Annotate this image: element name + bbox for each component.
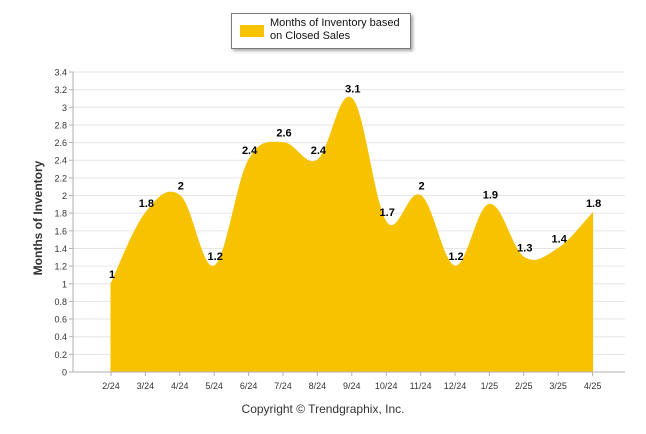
x-tick-label: 7/24 (274, 381, 292, 391)
x-tick-label: 4/25 (584, 381, 602, 391)
y-tick-label: 1.8 (54, 209, 67, 219)
x-tick-label: 11/24 (410, 381, 432, 391)
data-label: 1.8 (139, 198, 154, 210)
x-tick-label: 10/24 (375, 381, 398, 391)
data-label: 2 (178, 181, 184, 193)
y-tick-label: 3.2 (54, 85, 67, 95)
y-tick-label: 0.2 (54, 350, 67, 360)
data-label: 2.6 (276, 128, 291, 140)
y-tick-label: 3.4 (54, 68, 67, 78)
x-tick-label: 1/25 (481, 381, 499, 391)
data-label: 1.7 (380, 207, 395, 219)
data-label: 1.9 (483, 189, 498, 201)
data-label: 1.4 (552, 233, 568, 245)
y-tick-label: 0.8 (54, 297, 67, 307)
y-tick-label: 2.4 (54, 156, 67, 166)
data-label: 1.3 (517, 242, 532, 254)
legend-swatch (240, 25, 264, 37)
data-label: 3.1 (345, 83, 360, 95)
y-tick-label: 2.6 (54, 138, 67, 148)
data-label: 2 (419, 181, 425, 193)
axes (72, 72, 625, 373)
x-tick-label: 2/24 (102, 381, 120, 391)
y-tick-label: 2 (62, 191, 67, 201)
x-axis-ticks: 2/24 3/24 4/24 5/24 6/24 7/24 8/24 9/24 10/24 11/… (102, 372, 601, 391)
x-tick-label: 12/24 (444, 381, 467, 391)
series-area-path (110, 96, 594, 373)
data-label: 2.4 (242, 145, 258, 157)
y-tick-label: 0.6 (54, 315, 67, 325)
x-tick-label: 3/25 (549, 381, 567, 391)
data-label: 1.2 (448, 251, 463, 263)
data-label: 2.4 (311, 145, 327, 157)
series-area (110, 96, 594, 373)
copyright-text: Copyright © Trendgraphix, Inc. (241, 402, 405, 416)
x-tick-label: 6/24 (240, 381, 258, 391)
legend: Months of Inventory based on Closed Sale… (231, 13, 411, 49)
data-labels: 1 1.8 2 1.2 2.4 2.6 2.4 3.1 1.7 2 1.2 1.9 1.3 1.4 1.8 (109, 83, 601, 280)
x-tick-label: 5/24 (205, 381, 223, 391)
y-tick-label: 2.8 (54, 120, 67, 130)
x-tick-label: 9/24 (343, 381, 361, 391)
y-tick-label: 1 (62, 279, 67, 289)
x-tick-label: 2/25 (515, 381, 533, 391)
legend-label: Months of Inventory based on Closed Sale… (270, 17, 400, 42)
y-tick-label: 0.4 (54, 332, 67, 342)
y-axis-ticks: 0 0.2 0.4 0.6 0.8 1 1.2 1.4 1.6 1.8 2 2.2 2.4 2.6 2.8 3… (54, 68, 73, 378)
data-label: 1 (109, 269, 115, 281)
data-label: 1.2 (208, 251, 223, 263)
y-tick-label: 1.6 (54, 226, 67, 236)
y-axis-title: Months of Inventory (31, 160, 45, 275)
x-tick-label: 8/24 (309, 381, 327, 391)
y-tick-label: 1.2 (54, 262, 67, 272)
y-tick-label: 1.4 (54, 244, 67, 254)
x-tick-label: 3/24 (137, 381, 155, 391)
y-tick-label: 0 (62, 368, 67, 378)
x-tick-label: 4/24 (171, 381, 189, 391)
y-tick-label: 3 (62, 103, 67, 113)
y-tick-label: 2.2 (54, 173, 67, 183)
data-label: 1.8 (586, 198, 601, 210)
